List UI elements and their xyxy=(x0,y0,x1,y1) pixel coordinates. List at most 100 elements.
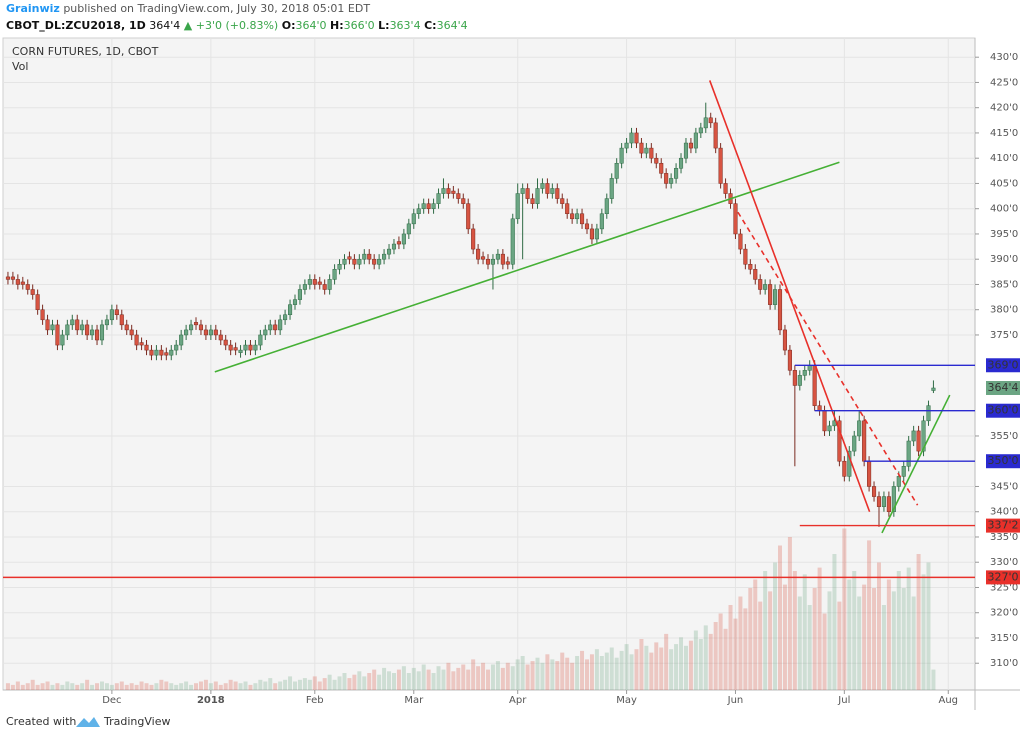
volume-bar xyxy=(401,666,406,690)
volume-bar xyxy=(238,683,243,690)
x-tick-label: Feb xyxy=(306,695,324,706)
volume-bar xyxy=(466,669,471,690)
footer-brand[interactable]: TradingView xyxy=(103,715,170,728)
candle-body xyxy=(837,420,842,462)
chart-title: CORN FUTURES, 1D, CBOT xyxy=(12,45,159,58)
candle-body xyxy=(10,276,15,280)
candle-body xyxy=(683,142,689,159)
candle-body xyxy=(426,203,431,209)
volume-bar xyxy=(688,640,693,690)
candle-body xyxy=(540,183,545,189)
volume-bar xyxy=(822,613,827,690)
trend-line xyxy=(214,161,840,373)
volume-bar xyxy=(451,671,456,690)
candle-body xyxy=(649,147,654,159)
volume-bar xyxy=(114,683,119,690)
volume-bar xyxy=(421,664,426,690)
volume-bar xyxy=(812,588,817,690)
ohlc-value: 363'4 xyxy=(390,19,421,32)
candle-body xyxy=(149,349,154,356)
candle-body xyxy=(550,188,555,194)
volume-bar xyxy=(65,681,70,690)
candle-body xyxy=(535,188,540,204)
candle-body xyxy=(852,435,857,452)
y-tick-label: 315'0 xyxy=(990,633,1018,644)
ohlc-value: 364'0 xyxy=(295,19,326,32)
volume-bar xyxy=(208,683,213,690)
candle-body xyxy=(456,193,461,199)
volume-bar xyxy=(896,571,901,690)
volume-bar xyxy=(926,562,931,690)
candle-body xyxy=(268,324,273,331)
volume-bar xyxy=(629,654,634,690)
volume-bar xyxy=(149,684,154,690)
volume-bar xyxy=(411,667,416,690)
y-tick-label: 415'0 xyxy=(990,128,1018,139)
candle-body xyxy=(362,253,367,260)
candle-body xyxy=(213,329,218,336)
volume-bar xyxy=(322,678,327,690)
volume-bar xyxy=(901,588,906,690)
candle-body xyxy=(184,329,189,336)
trend-line xyxy=(881,394,951,534)
volume-bar xyxy=(510,666,515,690)
volume-bar xyxy=(827,591,832,690)
volume-bar xyxy=(708,633,713,690)
volume-bar xyxy=(426,669,431,690)
volume-bar xyxy=(233,681,238,690)
candle-body xyxy=(248,344,253,351)
volume-bar xyxy=(599,656,604,690)
y-tick-label: 320'0 xyxy=(990,608,1018,619)
volume-bar xyxy=(119,681,124,690)
candle-body xyxy=(25,284,30,290)
volume-bar xyxy=(169,683,174,690)
volume-bar xyxy=(35,684,40,690)
ohlc-key: O: xyxy=(282,19,296,32)
candle-body xyxy=(208,329,213,336)
candle-body xyxy=(674,168,679,179)
candle-body xyxy=(287,304,293,316)
volume-bar xyxy=(713,622,718,690)
candle-body xyxy=(773,289,778,305)
level-box xyxy=(986,570,1020,585)
candle-body xyxy=(490,258,496,265)
volume-bar xyxy=(431,673,436,690)
candle-body xyxy=(119,314,124,326)
author[interactable]: Grainwiz xyxy=(6,2,60,15)
volume-bar xyxy=(406,673,411,690)
x-tick-label: 2018 xyxy=(197,695,225,706)
candle-body xyxy=(812,365,817,406)
candle-body xyxy=(382,253,387,260)
volume-bar xyxy=(332,679,337,690)
candle-body xyxy=(871,486,877,497)
candle-body xyxy=(876,496,882,507)
volume-bar xyxy=(550,659,555,690)
candle-body xyxy=(584,223,590,230)
volume-bar xyxy=(387,671,392,690)
candle-body xyxy=(416,208,421,215)
volume-bar xyxy=(876,562,881,690)
volume-bar xyxy=(337,676,342,690)
volume-bar xyxy=(847,579,852,690)
volume-bar xyxy=(792,571,797,690)
level-label: 369'0 xyxy=(987,358,1018,371)
brand-logo[interactable] xyxy=(76,717,100,727)
candle-body xyxy=(243,344,248,351)
volume-bar xyxy=(837,601,842,690)
x-tick-label: Apr xyxy=(509,695,527,706)
candle-body xyxy=(842,460,847,477)
volume-bar xyxy=(194,683,199,690)
candle-body xyxy=(80,324,85,331)
volume-bar xyxy=(891,591,896,690)
candle-body xyxy=(169,349,174,356)
candle-body xyxy=(134,334,139,346)
volume-bar xyxy=(60,684,65,690)
volume-bar xyxy=(589,654,594,690)
x-tick-label: Aug xyxy=(939,695,959,706)
volume-bar xyxy=(738,596,743,690)
candle-body xyxy=(154,349,159,356)
candle-body xyxy=(174,344,179,351)
last-price-label: 364'4 xyxy=(987,381,1018,394)
plot-area xyxy=(2,37,976,691)
volume-bar xyxy=(362,676,367,690)
